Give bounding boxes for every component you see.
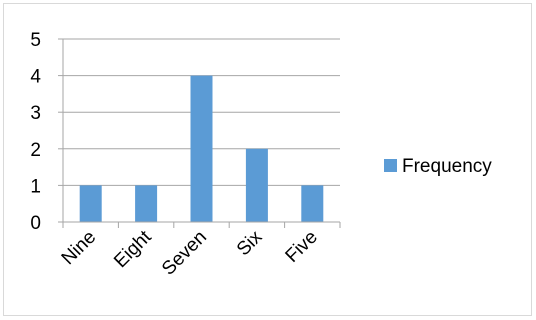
y-tick-label-5: 5 bbox=[30, 30, 41, 51]
legend: Frequency bbox=[384, 156, 492, 177]
bar-eight bbox=[135, 185, 158, 222]
y-tick-label-1: 1 bbox=[30, 176, 41, 197]
y-tick-label-3: 3 bbox=[30, 103, 41, 124]
bars bbox=[79, 75, 324, 222]
x-tick-label-eight: Eight bbox=[110, 226, 156, 272]
y-tick-label-0: 0 bbox=[30, 213, 41, 234]
x-tick-labels: Nine Eight Seven Six Five bbox=[58, 226, 322, 279]
x-tick-label-nine: Nine bbox=[58, 227, 100, 269]
y-tick-label-2: 2 bbox=[30, 140, 41, 161]
y-tick-labels: 0 1 2 3 4 5 bbox=[30, 30, 41, 234]
bar-nine bbox=[79, 185, 102, 222]
axes bbox=[58, 38, 341, 228]
legend-swatch-frequency bbox=[384, 159, 397, 172]
y-tick-label-4: 4 bbox=[30, 67, 41, 88]
bar-six bbox=[245, 148, 268, 222]
bar-seven bbox=[190, 75, 213, 222]
x-tick-label-seven: Seven bbox=[158, 227, 211, 280]
legend-label-frequency: Frequency bbox=[402, 156, 492, 177]
x-tick-label-six: Six bbox=[233, 226, 267, 260]
x-tick-label-five: Five bbox=[282, 227, 322, 267]
bar-five bbox=[301, 185, 324, 222]
